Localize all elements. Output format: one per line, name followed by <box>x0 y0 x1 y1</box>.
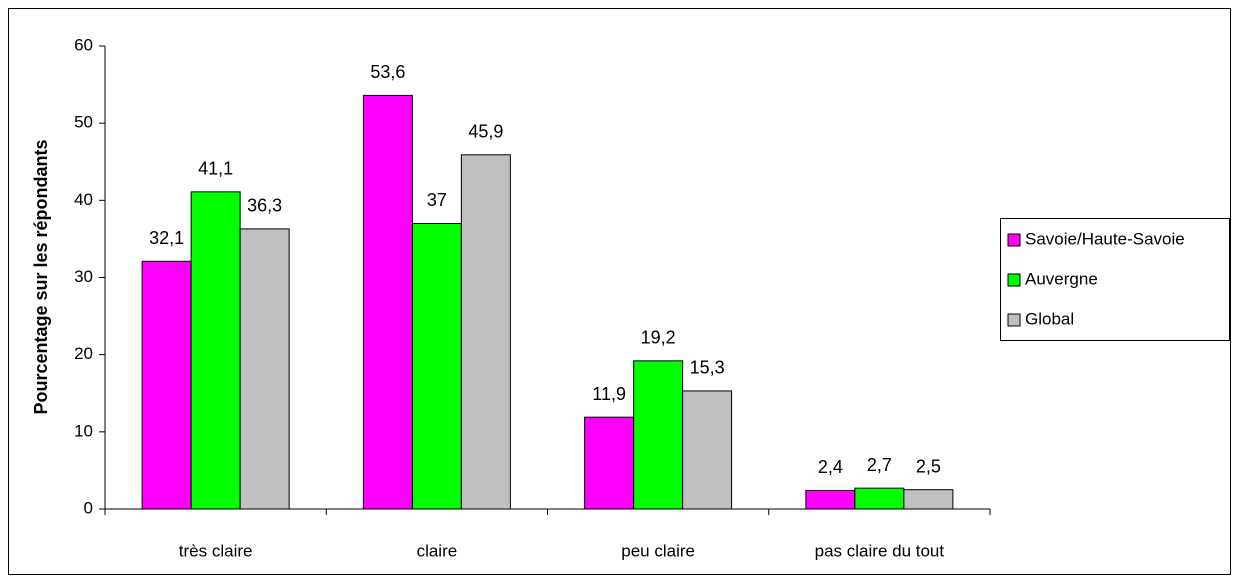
x-tick-label: peu claire <box>621 541 695 560</box>
bar <box>411 222 462 510</box>
data-label: 15,3 <box>690 358 725 378</box>
bar <box>854 487 905 510</box>
y-axis-label: Pourcentage sur les répondants <box>31 139 51 414</box>
bar <box>584 416 635 510</box>
legend-swatch <box>1007 273 1021 287</box>
data-label: 41,1 <box>198 159 233 179</box>
data-label: 45,9 <box>468 122 503 142</box>
data-label: 2,4 <box>818 457 843 477</box>
bar <box>633 360 684 510</box>
bar <box>682 390 733 510</box>
legend-swatch <box>1007 313 1021 327</box>
x-tick-label: très claire <box>179 541 253 560</box>
data-label: 37 <box>427 190 447 210</box>
bar <box>190 191 241 510</box>
bar <box>805 489 856 510</box>
data-label: 53,6 <box>370 62 405 82</box>
data-label: 36,3 <box>247 196 282 216</box>
data-label: 2,7 <box>867 455 892 475</box>
bar <box>903 489 954 510</box>
x-tick-label: pas claire du tout <box>815 541 945 560</box>
bar <box>239 228 290 510</box>
y-tick-label: 50 <box>74 113 93 132</box>
legend-label: Auvergne <box>1025 269 1098 288</box>
bar <box>141 260 192 510</box>
x-tick-label: claire <box>417 541 458 560</box>
data-label: 19,2 <box>641 328 676 348</box>
y-tick-label: 10 <box>74 421 93 440</box>
legend-label: Global <box>1025 309 1074 328</box>
bar <box>460 154 511 510</box>
legend-swatch <box>1007 233 1021 247</box>
data-label: 2,5 <box>916 456 941 476</box>
legend-box <box>1000 218 1230 341</box>
y-tick-label: 60 <box>74 35 93 54</box>
bar <box>362 94 413 510</box>
y-tick-label: 0 <box>84 498 93 517</box>
data-label: 32,1 <box>149 228 184 248</box>
data-label: 11,9 <box>592 384 626 404</box>
y-tick-label: 30 <box>74 267 93 286</box>
legend-label: Savoie/Haute-Savoie <box>1025 229 1185 248</box>
y-tick-label: 40 <box>74 190 93 209</box>
y-tick-label: 20 <box>74 344 93 363</box>
